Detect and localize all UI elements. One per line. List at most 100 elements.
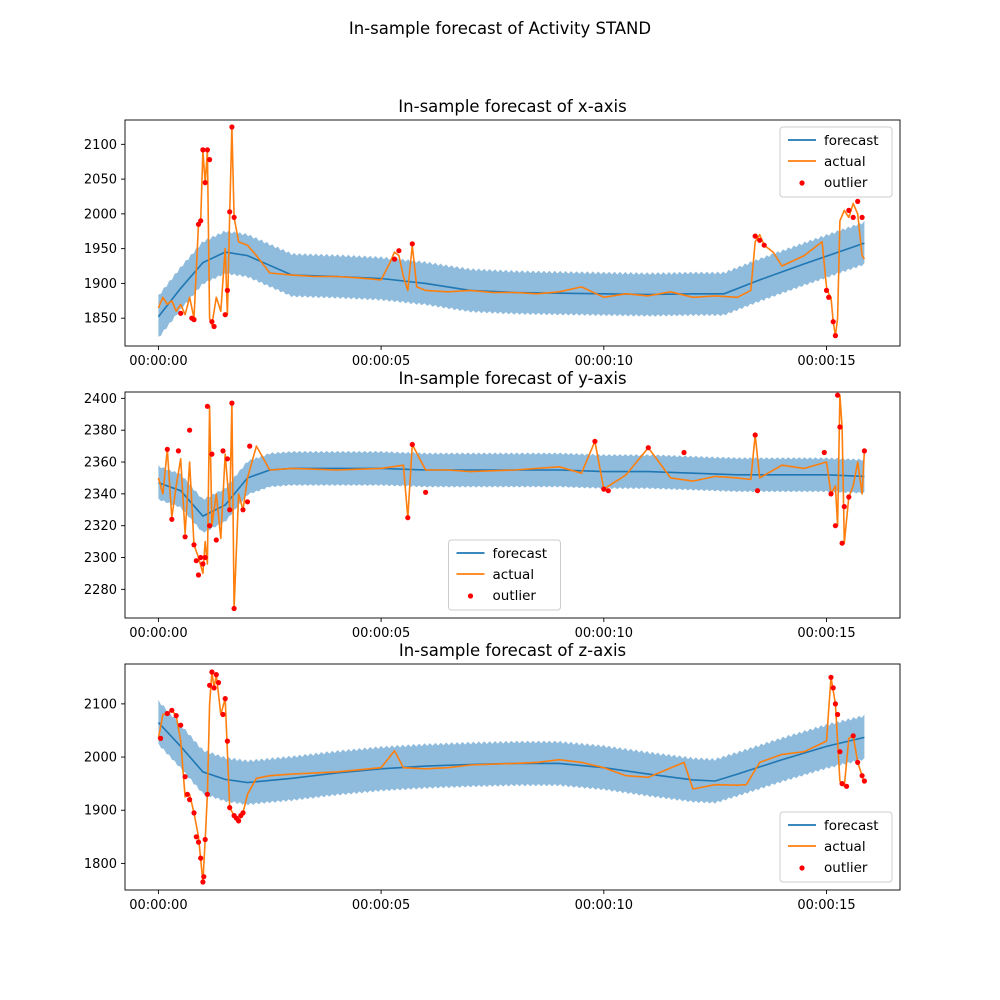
outlier-point xyxy=(198,855,204,861)
outlier-point xyxy=(204,403,210,409)
figure-title: In-sample forecast of Activity STAND xyxy=(349,19,651,38)
y-tick-label: 2000 xyxy=(84,751,117,766)
outlier-point xyxy=(231,214,237,220)
outlier-point xyxy=(861,448,868,454)
outlier-point xyxy=(209,451,215,457)
panel-2: In-sample forecast of y-axis 00:00:00 00:0… xyxy=(84,369,901,641)
confidence-band xyxy=(158,450,865,533)
outlier-point xyxy=(826,294,832,300)
outlier-point xyxy=(178,722,184,728)
outlier-point xyxy=(832,523,839,529)
outlier-point xyxy=(645,445,651,451)
outlier-point xyxy=(200,147,206,153)
outlier-point xyxy=(207,523,213,529)
outlier-point xyxy=(227,209,233,215)
outlier-point xyxy=(844,783,850,789)
x-tick-label: 00:00:10 xyxy=(575,626,633,641)
outlier-point xyxy=(752,233,758,239)
outlier-point xyxy=(200,879,206,885)
y-tick-label: 2280 xyxy=(84,583,117,598)
outlier-point xyxy=(835,711,841,718)
y-tick-label: 2100 xyxy=(84,138,117,153)
legend: forecast actual outlier xyxy=(448,539,561,611)
legend-box xyxy=(448,539,561,611)
outlier-point xyxy=(213,537,219,543)
outlier-point xyxy=(850,733,856,739)
panel-3: In-sample forecast of z-axis 00:00:00 00:0… xyxy=(84,641,901,913)
x-tick-label: 00:00:05 xyxy=(352,626,410,641)
outlier-point xyxy=(828,491,834,497)
legend-label: outlier xyxy=(493,588,537,604)
outlier-point xyxy=(839,781,845,787)
outlier-point xyxy=(861,778,868,784)
outlier-point xyxy=(605,488,611,494)
outlier-point xyxy=(195,572,202,578)
outlier-point xyxy=(202,836,208,843)
outlier-point xyxy=(821,449,827,456)
legend-label: actual xyxy=(824,154,866,170)
x-tick-label: 00:00:15 xyxy=(797,626,855,641)
outlier-point xyxy=(202,180,208,186)
legend: forecast actual outlier xyxy=(779,811,893,883)
panel-1-title: In-sample forecast of x-axis xyxy=(398,97,626,116)
outlier-point xyxy=(229,400,235,406)
outlier-point xyxy=(202,554,208,561)
outlier-point xyxy=(229,124,235,130)
outlier-point xyxy=(391,256,398,262)
outlier-point xyxy=(220,711,226,718)
legend-swatch xyxy=(799,180,805,186)
outlier-point xyxy=(409,441,415,448)
outlier-point xyxy=(231,605,237,612)
y-tick-label: 1800 xyxy=(84,857,117,872)
outlier-point xyxy=(191,317,197,323)
panel-1: In-sample forecast of x-axis 00:00:00 00:0… xyxy=(84,97,901,369)
outlier-point xyxy=(409,241,415,247)
outlier-point xyxy=(224,738,230,744)
outlier-point xyxy=(222,696,228,702)
legend-box xyxy=(779,811,893,883)
outlier-point xyxy=(211,685,217,691)
y-tick-label: 2000 xyxy=(84,207,117,222)
outlier-point xyxy=(195,839,202,845)
panel-2-title: In-sample forecast of y-axis xyxy=(398,369,626,388)
outlier-point xyxy=(204,791,210,797)
legend: forecast actual outlier xyxy=(779,126,893,198)
outlier-point xyxy=(213,672,219,678)
confidence-band xyxy=(158,220,865,337)
outlier-point xyxy=(175,448,181,454)
outlier-point xyxy=(761,242,767,248)
outlier-point xyxy=(832,701,839,707)
outlier-point xyxy=(757,237,763,243)
outlier-point xyxy=(191,810,197,816)
outlier-point xyxy=(830,319,836,325)
panels: In-sample forecast of x-axis 00:00:00 00:0… xyxy=(84,97,901,913)
y-tick-label: 1850 xyxy=(84,312,117,327)
outlier-point xyxy=(859,773,865,779)
outlier-point xyxy=(846,207,852,213)
x-tick-label: 00:00:05 xyxy=(352,354,410,369)
outlier-point xyxy=(215,680,222,686)
y-tick-label: 2300 xyxy=(84,551,117,566)
outlier-point xyxy=(191,542,197,548)
outlier-point xyxy=(240,507,246,513)
x-tick-label: 00:00:00 xyxy=(129,898,187,913)
y-tick-label: 2320 xyxy=(84,519,117,534)
outlier-point xyxy=(839,540,845,546)
outlier-point xyxy=(754,488,761,494)
legend-label: outlier xyxy=(824,175,868,191)
x-tick-label: 00:00:10 xyxy=(575,354,633,369)
outlier-point xyxy=(201,874,207,880)
outlier-point xyxy=(835,392,841,398)
outlier-point xyxy=(828,674,834,680)
y-tick-label: 2050 xyxy=(84,173,117,188)
y-tick-label: 2100 xyxy=(84,697,117,712)
outlier-point xyxy=(227,507,233,513)
outlier-point xyxy=(200,561,206,567)
outlier-point xyxy=(832,333,839,339)
axes-frame xyxy=(124,119,901,347)
outlier-point xyxy=(396,248,402,254)
outlier-point xyxy=(752,432,758,438)
legend-label: forecast xyxy=(824,818,879,834)
outlier-point xyxy=(164,446,170,452)
outlier-point xyxy=(423,489,429,495)
